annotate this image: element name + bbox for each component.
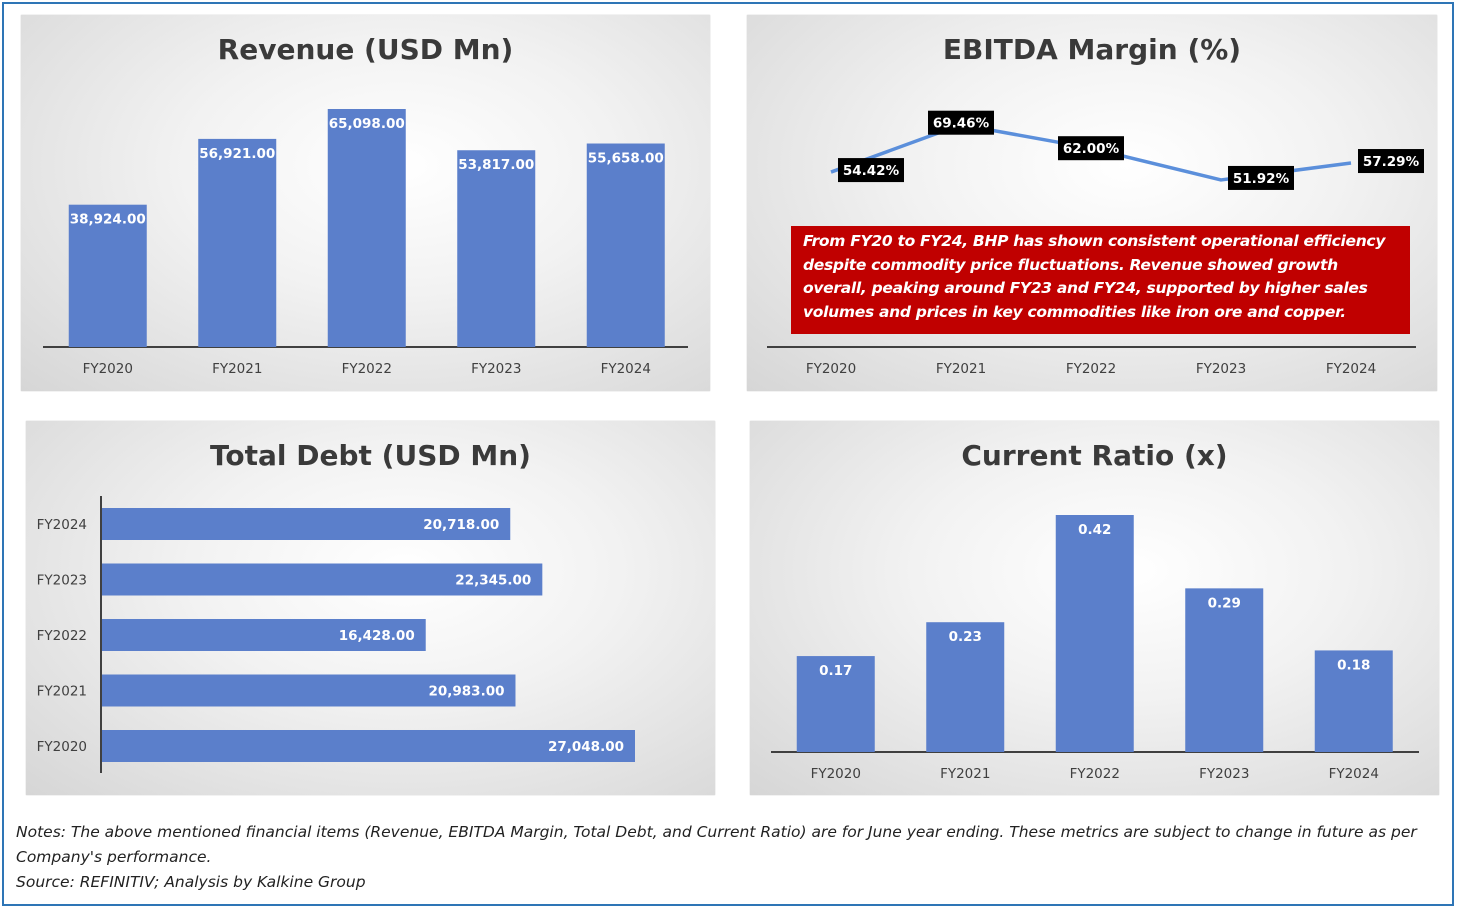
ratio-data-label: 0.17 bbox=[819, 663, 852, 679]
ratio-data-label: 0.42 bbox=[1078, 522, 1111, 538]
revenue-tick-label: FY2023 bbox=[471, 361, 521, 377]
debt-tick-label: FY2021 bbox=[37, 684, 87, 700]
ebitda-data-label: 51.92% bbox=[1233, 171, 1290, 187]
debt-bar bbox=[102, 730, 635, 762]
ratio-data-label: 0.29 bbox=[1208, 595, 1241, 611]
debt-bar bbox=[102, 508, 511, 540]
ebitda-label-box bbox=[1228, 165, 1294, 190]
debt-tick-label: FY2022 bbox=[37, 628, 87, 644]
ebitda-tick-label: FY2021 bbox=[936, 361, 986, 377]
revenue-data-label: 56,921.00 bbox=[199, 146, 275, 162]
revenue-data-label: 65,098.00 bbox=[329, 116, 405, 132]
ebitda-label-box bbox=[1358, 149, 1424, 174]
debt-tick-label: FY2024 bbox=[37, 517, 87, 533]
ratio-bar bbox=[1055, 515, 1134, 752]
ebitda-data-label: 62.00% bbox=[1063, 141, 1120, 157]
ebitda-data-label: 69.46% bbox=[933, 116, 990, 132]
debt-data-label: 20,983.00 bbox=[428, 684, 504, 700]
ratio-tick-label: FY2023 bbox=[1199, 766, 1249, 782]
ebitda-chart-title: EBITDA Margin (%) bbox=[942, 33, 1242, 66]
revenue-bar bbox=[198, 138, 277, 347]
revenue-chart-panel: 38,924.00 FY2020 56,921.00 FY2021 65,098.00 F… bbox=[21, 15, 710, 391]
debt-data-label: 20,718.00 bbox=[423, 517, 499, 533]
ebitda-tick-label: FY2024 bbox=[1326, 361, 1376, 377]
debt-data-label: 16,428.00 bbox=[339, 628, 415, 644]
ebitda-data-label: 54.42% bbox=[843, 163, 900, 179]
ratio-bar bbox=[796, 656, 875, 752]
ebitda-label-box bbox=[838, 158, 904, 183]
revenue-data-label: 55,658.00 bbox=[588, 151, 664, 167]
ebitda-tick-label: FY2023 bbox=[1196, 361, 1246, 377]
revenue-data-label: 53,817.00 bbox=[458, 157, 534, 173]
ratio-data-label: 0.23 bbox=[949, 629, 982, 645]
commentary-callout: From FY20 to FY24, BHP has shown consist… bbox=[791, 226, 1410, 334]
debt-bar bbox=[102, 674, 516, 707]
ratio-tick-label: FY2022 bbox=[1070, 766, 1120, 782]
ebitda-chart-svg: 54.42% FY2020 69.46% FY2021 62.00% FY2022 51.9… bbox=[767, 110, 1424, 377]
revenue-chart-title: Revenue (USD Mn) bbox=[217, 33, 514, 66]
ratio-bar bbox=[1314, 650, 1393, 752]
debt-chart-panel: 20,718.00 FY2024 22,345.00 FY2023 16,428.00 F… bbox=[26, 421, 715, 795]
ratio-chart-svg: 0.17 FY2020 0.23 FY2021 0.42 FY2022 0.29 FY2023… bbox=[771, 515, 1419, 782]
debt-chart-title: Total Debt (USD Mn) bbox=[210, 439, 531, 472]
ratio-chart-panel: 0.17 FY2020 0.23 FY2021 0.42 FY2022 0.29 FY2023… bbox=[750, 421, 1439, 795]
revenue-tick-label: FY2020 bbox=[83, 361, 133, 377]
revenue-bar bbox=[68, 204, 147, 347]
ratio-tick-label: FY2020 bbox=[811, 766, 861, 782]
debt-bar bbox=[102, 563, 543, 596]
ratio-bar bbox=[926, 622, 1005, 752]
ebitda-data-label: 57.29% bbox=[1363, 154, 1420, 170]
revenue-bar bbox=[457, 150, 536, 347]
ebitda-label-box bbox=[928, 110, 994, 135]
debt-data-label: 22,345.00 bbox=[455, 573, 531, 589]
debt-tick-label: FY2020 bbox=[37, 739, 87, 755]
revenue-chart-svg: 38,924.00 FY2020 56,921.00 FY2021 65,098.00 F… bbox=[43, 109, 688, 377]
revenue-tick-label: FY2022 bbox=[342, 361, 392, 377]
source-note: Source: REFINITIV; Analysis by Kalkine G… bbox=[16, 873, 366, 891]
debt-tick-label: FY2023 bbox=[37, 573, 87, 589]
ratio-data-label: 0.18 bbox=[1337, 657, 1370, 673]
notes-line-2: Company's performance. bbox=[16, 848, 212, 866]
ratio-chart-title: Current Ratio (x) bbox=[961, 439, 1228, 472]
debt-data-label: 27,048.00 bbox=[548, 739, 624, 755]
ratio-tick-label: FY2024 bbox=[1329, 766, 1379, 782]
revenue-tick-label: FY2021 bbox=[212, 361, 262, 377]
revenue-data-label: 38,924.00 bbox=[70, 212, 146, 228]
ratio-bar bbox=[1185, 588, 1264, 752]
ebitda-chart-panel: 54.42% FY2020 69.46% FY2021 62.00% FY2022 51.9… bbox=[747, 15, 1437, 391]
ebitda-tick-label: FY2020 bbox=[806, 361, 856, 377]
ebitda-tick-label: FY2022 bbox=[1066, 361, 1116, 377]
debt-bar bbox=[102, 619, 426, 651]
revenue-tick-label: FY2024 bbox=[601, 361, 651, 377]
revenue-bar bbox=[327, 109, 406, 347]
debt-chart-svg: 20,718.00 FY2024 22,345.00 FY2023 16,428.00 F… bbox=[37, 496, 635, 773]
ebitda-label-box bbox=[1058, 136, 1124, 161]
notes-line-1: Notes: The above mentioned financial ite… bbox=[16, 823, 1417, 841]
ratio-tick-label: FY2021 bbox=[940, 766, 990, 782]
revenue-bar bbox=[586, 143, 665, 347]
